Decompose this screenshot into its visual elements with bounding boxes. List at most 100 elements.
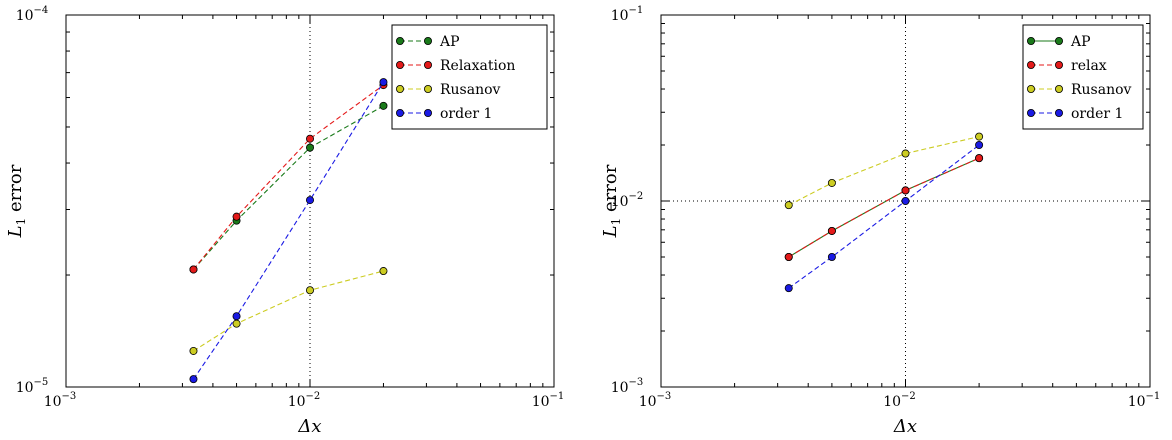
data-point: [379, 101, 388, 110]
y-axis-label-text: error: [5, 164, 26, 217]
legend-label: AP: [439, 34, 460, 50]
legend-marker: [1055, 37, 1064, 46]
legend-item: Rusanov: [1027, 82, 1132, 98]
legend-marker: [423, 61, 432, 70]
x-tick-exponent: −3: [62, 391, 77, 402]
legend-item: order 1: [395, 106, 492, 122]
data-point: [975, 154, 984, 163]
legend-label: relax: [1071, 58, 1107, 74]
data-point: [232, 212, 241, 221]
x-axis-label: Δx: [297, 416, 321, 437]
legend-item: Rusanov: [395, 82, 501, 98]
y-tick-label: 10−3: [611, 377, 644, 396]
y-tick-base: 10: [611, 380, 629, 396]
data-point: [305, 143, 314, 152]
y-tick-base: 10: [611, 194, 629, 210]
data-point: [827, 252, 836, 261]
series-line: [788, 144, 980, 289]
series-order-1: [189, 78, 388, 384]
legend-label: order 1: [1071, 106, 1123, 122]
data-point: [305, 286, 314, 295]
legend-label: Rusanov: [1071, 82, 1132, 98]
y-tick-exponent: −3: [629, 377, 644, 388]
legend-label: Relaxation: [440, 58, 515, 74]
data-point: [379, 78, 388, 87]
data-point: [379, 267, 388, 276]
minor-ticks: [661, 15, 1150, 387]
x-tick-base: 10: [288, 394, 306, 410]
series-ap: [189, 101, 388, 274]
data-point: [901, 186, 910, 195]
legend-marker: [395, 61, 404, 70]
y-axis-label-text: error: [600, 164, 621, 217]
data-point: [189, 375, 198, 384]
data-point: [784, 284, 793, 293]
data-point: [189, 346, 198, 355]
x-tick-label: 10−3: [639, 391, 672, 410]
data-point: [305, 196, 314, 205]
legend: AP relax Rusanov order 1: [1022, 24, 1144, 130]
legend-item: AP: [1027, 34, 1091, 50]
legend: AP Relaxation Rusanov order 1: [391, 24, 548, 130]
minor-ticks: [66, 15, 554, 387]
y-axis-label: L1 error: [5, 164, 28, 238]
y-tick-exponent: −4: [34, 5, 49, 16]
legend-marker: [395, 109, 404, 118]
plot-frame: [660, 14, 1151, 388]
x-tick-exponent: −2: [901, 391, 916, 402]
series-line: [193, 81, 384, 380]
x-tick-base: 10: [883, 394, 901, 410]
series-line: [788, 136, 980, 206]
series-relaxation: [189, 81, 388, 274]
series-rusanov: [189, 267, 388, 355]
series-line: [193, 105, 384, 270]
plot-frame: [65, 14, 555, 388]
legend-label: AP: [1070, 34, 1091, 50]
legend-marker: [395, 85, 404, 94]
y-tick-base: 10: [16, 380, 34, 396]
x-tick-label: 10−2: [883, 391, 916, 410]
series-line: [788, 157, 980, 258]
y-tick-label: 10−2: [611, 191, 644, 210]
legend-box: [1022, 24, 1144, 130]
legend-marker: [1055, 61, 1064, 70]
x-tick-label: 10−3: [44, 391, 77, 410]
y-tick-base: 10: [611, 8, 629, 24]
y-tick-label: 10−5: [16, 377, 49, 396]
series-order-1: [784, 141, 984, 293]
y-axis-label-subscript: 1: [14, 218, 28, 226]
y-tick-label: 10−4: [16, 5, 49, 24]
data-point: [827, 178, 836, 187]
data-point: [232, 319, 241, 328]
y-tick-base: 10: [16, 8, 34, 24]
data-point: [975, 141, 984, 150]
data-point: [784, 252, 793, 261]
legend-item: relax: [1027, 58, 1107, 74]
x-tick-label: 10−1: [1128, 391, 1161, 410]
x-tick-exponent: −3: [657, 391, 672, 402]
x-tick-label: 10−2: [288, 391, 321, 410]
data-point: [975, 132, 984, 141]
legend-label: order 1: [440, 106, 492, 122]
x-axis-label: Δx: [893, 416, 917, 437]
y-tick-exponent: −5: [34, 377, 49, 388]
series-line: [193, 270, 384, 352]
legend-box: [391, 24, 548, 130]
series-line: [193, 84, 384, 270]
legend-marker: [1055, 109, 1064, 118]
y-axis-label: L1 error: [600, 164, 623, 238]
legend-marker: [423, 85, 432, 94]
data-point: [305, 134, 314, 143]
y-axis-label-symbol: L: [600, 225, 621, 238]
legend-marker: [423, 109, 432, 118]
data-point: [827, 226, 836, 235]
y-axis-label-symbol: L: [5, 225, 26, 238]
series-line: [788, 157, 980, 258]
x-tick-base: 10: [44, 394, 62, 410]
legend-item: order 1: [1027, 106, 1123, 122]
x-tick-exponent: −1: [1146, 391, 1161, 402]
data-point: [784, 201, 793, 210]
x-tick-exponent: −2: [306, 391, 321, 402]
y-tick-exponent: −2: [629, 191, 644, 202]
legend-marker: [1027, 37, 1036, 46]
